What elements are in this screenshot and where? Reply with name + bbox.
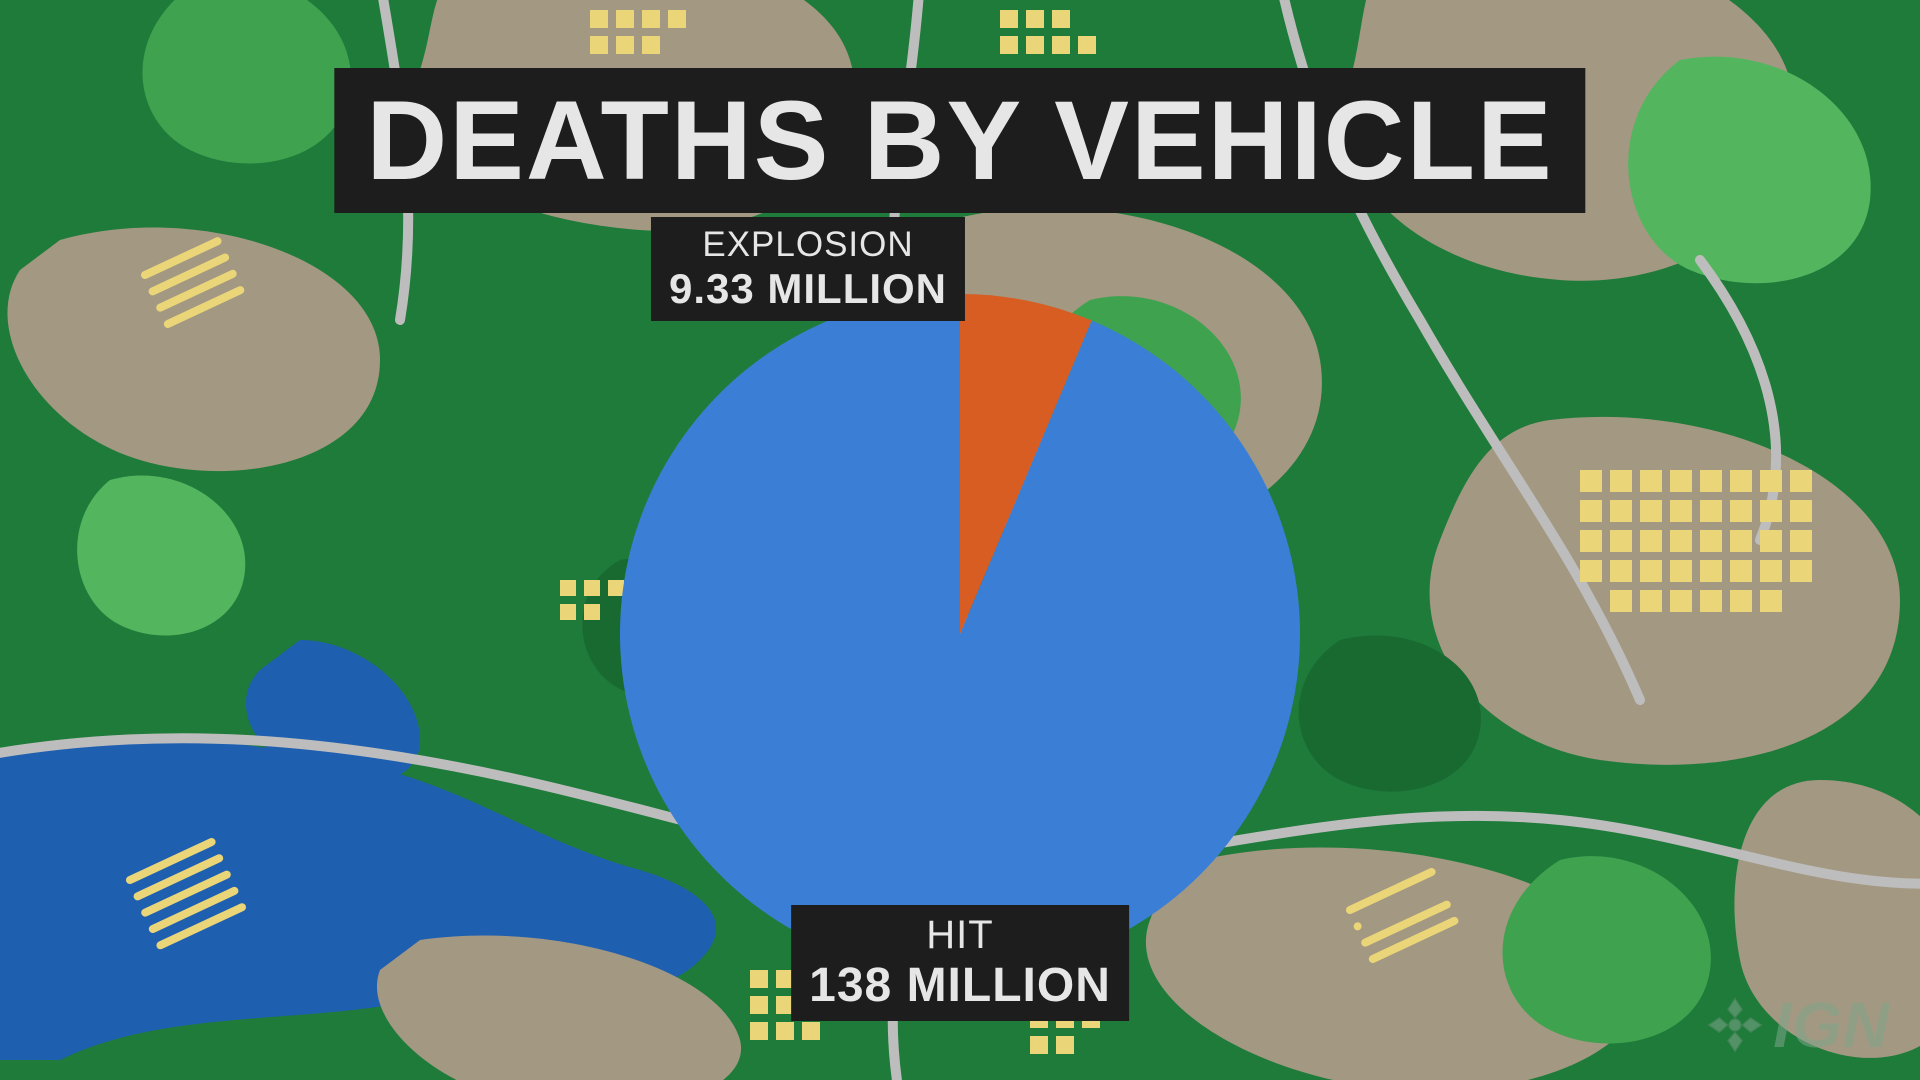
ign-logo-text: IGN	[1773, 988, 1890, 1062]
pie-label-name: EXPLOSION	[669, 225, 947, 265]
ign-logo-icon	[1705, 995, 1765, 1055]
pie-chart	[620, 294, 1300, 974]
pie-label-name: HIT	[809, 913, 1111, 958]
pie-label-explosion: EXPLOSION9.33 MILLION	[651, 217, 965, 321]
stage: DEATHS BY VEHICLE EXPLOSION9.33 MILLION H…	[0, 0, 1920, 1080]
pie-label-value: 138 MILLION	[809, 958, 1111, 1013]
ign-logo: IGN	[1705, 988, 1890, 1062]
pie-label-value: 9.33 MILLION	[669, 265, 947, 313]
pie-slice-hit	[620, 294, 1300, 974]
pie-label-hit: HIT138 MILLION	[791, 905, 1129, 1021]
page-title: DEATHS BY VEHICLE	[334, 68, 1585, 213]
